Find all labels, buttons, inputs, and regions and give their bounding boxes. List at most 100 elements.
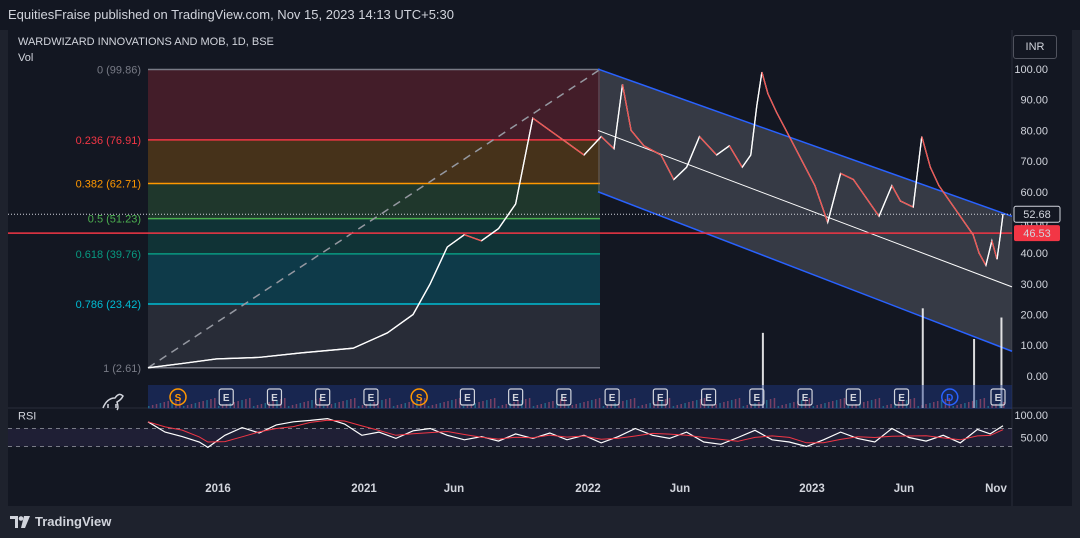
volume-bar (851, 405, 853, 408)
x-tick-label: 2021 (351, 483, 377, 495)
volume-bar (443, 402, 445, 408)
price-segment (728, 145, 743, 168)
volume-bar (707, 406, 710, 408)
volume-spike (921, 308, 924, 408)
price-segment (756, 72, 763, 106)
event-marker-E (508, 388, 524, 406)
volume-bar (175, 399, 177, 408)
price-segment (621, 84, 632, 131)
volume-bar (299, 403, 302, 408)
fib-zone-0 (148, 69, 600, 140)
event-marker-E (990, 388, 1006, 406)
volume-bar (699, 399, 702, 408)
chart-container[interactable]: 0 (99.86) 0.236 (76.91) 0.382 (62.71) 0.5 (… (8, 30, 1072, 506)
price-segment (996, 234, 1002, 260)
volume-bar (738, 398, 741, 408)
event-marker-D (941, 388, 959, 406)
volume-bar (385, 399, 387, 408)
event-label: E (319, 393, 326, 404)
price-segment (716, 145, 730, 156)
volume-bar (987, 406, 989, 408)
tradingview-logo[interactable]: TradingView (10, 514, 111, 529)
event-marker-E (218, 388, 234, 406)
event-label: E (368, 393, 375, 404)
volume-bar (198, 402, 201, 408)
volume-bar (311, 400, 313, 408)
volume-bar (237, 401, 239, 408)
volume-bar (808, 398, 811, 408)
volume-bar (361, 405, 364, 408)
price-segment (182, 358, 217, 365)
volume-bar (241, 400, 243, 408)
volume-bar (734, 399, 737, 408)
volume-bar (750, 404, 752, 408)
volume-bar (602, 406, 605, 408)
price-segment (515, 118, 534, 205)
volume-bar (843, 398, 846, 408)
volume-bar (458, 398, 461, 408)
volume-bar (571, 405, 574, 408)
price-segment (387, 313, 414, 334)
price-chart-svg[interactable]: 0 (99.86) 0.236 (76.91) 0.382 (62.71) 0.5 (… (8, 30, 1072, 506)
volume-bar (633, 398, 636, 408)
y-tick-label: 80.00 (1020, 125, 1048, 137)
price-segment (951, 203, 966, 223)
y-tick-label: 90.00 (1020, 95, 1048, 107)
volume-bar (532, 406, 535, 408)
event-label: E (464, 393, 471, 404)
event-label: D (946, 393, 953, 404)
event-label: E (995, 393, 1002, 404)
volume-bar (159, 403, 162, 408)
volume-bar (668, 398, 671, 408)
price-segment (498, 203, 517, 229)
volume-bar (723, 402, 725, 408)
volume-bar (583, 402, 585, 408)
price-segment (978, 252, 987, 266)
volume-bar (913, 398, 916, 408)
x-tick-label: Jun (444, 483, 464, 495)
volume-bar (567, 406, 570, 408)
volume-bar (163, 402, 166, 408)
fib-zone-0.236 (148, 139, 600, 184)
volume-bar (909, 399, 912, 408)
volume-bar (420, 399, 422, 408)
volume-bar (524, 399, 527, 408)
volume-bar (579, 403, 581, 408)
volume-bar (664, 399, 667, 408)
volume-bar (470, 404, 473, 408)
volume-bar (979, 399, 982, 408)
volume-bar (447, 401, 449, 408)
event-marker-E (749, 388, 765, 406)
price-segment (600, 136, 615, 150)
volume-bar (680, 404, 682, 408)
fib-zone-0.382 (148, 183, 600, 219)
rsi-line (147, 417, 1004, 449)
volume-bar (587, 401, 589, 408)
price-segment (827, 173, 842, 223)
volume-bar (462, 406, 465, 408)
volume-bar (575, 404, 577, 408)
volume-bar (929, 403, 931, 408)
volume-bar (186, 405, 189, 408)
fib-label-0.382: 0.382 (62.71) (76, 178, 141, 190)
volume-bar (392, 406, 395, 408)
rsi-tick-label: 100.00 (1014, 410, 1048, 422)
price-segment (630, 129, 645, 147)
channel-lower-line (597, 191, 1013, 352)
price-segment (464, 234, 482, 242)
price-segment (900, 200, 914, 208)
volume-bar (148, 406, 150, 408)
currency-button[interactable]: INR (1013, 35, 1057, 59)
volume-bar (882, 406, 885, 408)
dinosaur-icon (102, 393, 124, 411)
volume-bar (804, 399, 807, 408)
event-label: E (271, 393, 278, 404)
events-strip (148, 385, 1012, 409)
y-tick-label: 40.00 (1020, 248, 1048, 260)
volume-bar (746, 405, 748, 408)
event-label: E (753, 393, 760, 404)
volume-bar (167, 401, 169, 408)
event-marker-S (410, 388, 428, 406)
price-segment (991, 240, 998, 260)
volume-bar (610, 404, 612, 408)
